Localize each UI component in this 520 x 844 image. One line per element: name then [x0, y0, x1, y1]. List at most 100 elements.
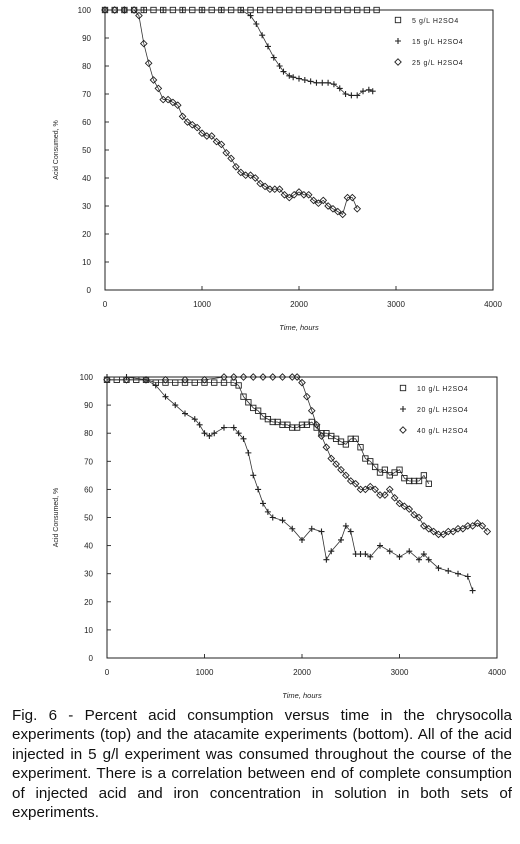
data-point: [266, 6, 274, 14]
legend-label: 10 g/L H2SO4: [417, 386, 468, 393]
data-point: [307, 406, 316, 415]
y-tick-label: 10: [82, 258, 91, 267]
data-point: [286, 6, 293, 14]
data-point: [249, 373, 258, 381]
data-point: [332, 460, 340, 468]
data-point: [377, 542, 383, 549]
data-point: [327, 454, 336, 463]
data-point: [319, 79, 326, 86]
data-point: [363, 6, 371, 14]
data-point: [483, 527, 492, 536]
data-point: [336, 85, 343, 92]
data-point: [269, 418, 276, 426]
series-square: [103, 376, 432, 487]
data-point: [193, 123, 201, 132]
data-point: [279, 421, 286, 428]
y-axis-label: Acid Consumed, %: [53, 120, 60, 180]
data-point: [280, 68, 287, 75]
data-point: [347, 528, 354, 535]
x-tick-label: 2000: [293, 668, 311, 677]
data-point: [315, 6, 322, 14]
data-point: [259, 373, 267, 381]
series-line: [107, 376, 488, 535]
data-point: [275, 185, 284, 194]
data-point: [353, 204, 362, 213]
data-point: [278, 373, 287, 381]
data-point: [264, 43, 271, 50]
y-tick-label: 30: [84, 570, 93, 579]
data-point: [280, 190, 289, 199]
data-point: [276, 63, 283, 69]
data-point: [298, 378, 306, 387]
data-point: [309, 196, 318, 205]
data-point: [328, 548, 335, 555]
data-point: [366, 482, 375, 491]
data-point: [352, 435, 359, 442]
data-point: [425, 556, 432, 563]
data-point: [314, 199, 323, 208]
data-point: [362, 551, 369, 558]
legend-marker: [400, 406, 406, 412]
legend-label: 15 g/L H2SO4: [412, 39, 463, 46]
data-point: [239, 373, 248, 381]
data-point: [342, 91, 349, 97]
data-point: [330, 81, 337, 88]
data-point: [261, 182, 269, 191]
data-point: [478, 522, 487, 530]
data-point: [276, 6, 283, 14]
data-point: [313, 79, 320, 86]
y-tick-label: 40: [84, 542, 93, 551]
data-point: [324, 202, 332, 210]
data-point: [468, 522, 477, 530]
data-point: [285, 193, 294, 202]
data-point: [220, 373, 228, 381]
data-point: [295, 6, 303, 14]
data-point: [289, 525, 296, 532]
data-point: [346, 477, 355, 485]
data-point: [395, 499, 404, 508]
data-point: [222, 148, 231, 157]
data-point: [325, 79, 332, 86]
data-point: [181, 375, 189, 384]
data-point: [250, 472, 257, 479]
data-point: [323, 556, 330, 563]
data-point: [162, 393, 169, 400]
data-point: [269, 514, 276, 521]
y-tick-label: 0: [89, 654, 94, 663]
data-point: [178, 112, 187, 121]
data-point: [473, 519, 482, 527]
data-point: [386, 548, 393, 555]
data-point: [415, 513, 423, 522]
data-point: [334, 6, 341, 14]
data-point: [218, 7, 225, 13]
data-point: [344, 6, 351, 14]
data-point: [279, 517, 286, 524]
data-point: [354, 6, 361, 14]
data-point: [342, 441, 350, 448]
data-point: [237, 7, 244, 13]
data-point: [229, 373, 238, 381]
plot-frame: [106, 376, 498, 659]
data-point: [247, 12, 254, 19]
data-point: [348, 92, 355, 99]
data-point: [130, 6, 138, 14]
figure-caption: Fig. 6 - Percent acid consumption versus…: [12, 707, 512, 822]
data-point: [459, 524, 467, 533]
legend-marker: [395, 38, 401, 44]
data-point: [260, 500, 266, 507]
data-point: [255, 486, 262, 493]
data-point: [304, 190, 313, 199]
data-point: [270, 54, 277, 61]
legend-marker: [394, 58, 402, 66]
series-line: [107, 379, 430, 485]
y-tick-label: 100: [80, 373, 94, 382]
data-point: [308, 418, 315, 426]
data-point: [251, 174, 260, 182]
data-point: [406, 477, 413, 485]
y-tick-label: 40: [82, 174, 91, 183]
data-point: [120, 6, 129, 14]
data-point: [347, 435, 354, 442]
data-point: [182, 410, 188, 417]
x-tick-label: 1000: [196, 668, 214, 677]
